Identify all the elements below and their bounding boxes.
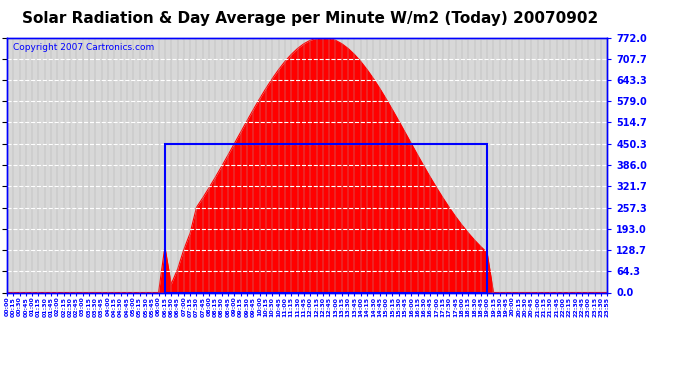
Bar — [165, 144, 487, 292]
Text: Solar Radiation & Day Average per Minute W/m2 (Today) 20070902: Solar Radiation & Day Average per Minute… — [22, 11, 599, 26]
Text: Copyright 2007 Cartronics.com: Copyright 2007 Cartronics.com — [13, 43, 154, 52]
